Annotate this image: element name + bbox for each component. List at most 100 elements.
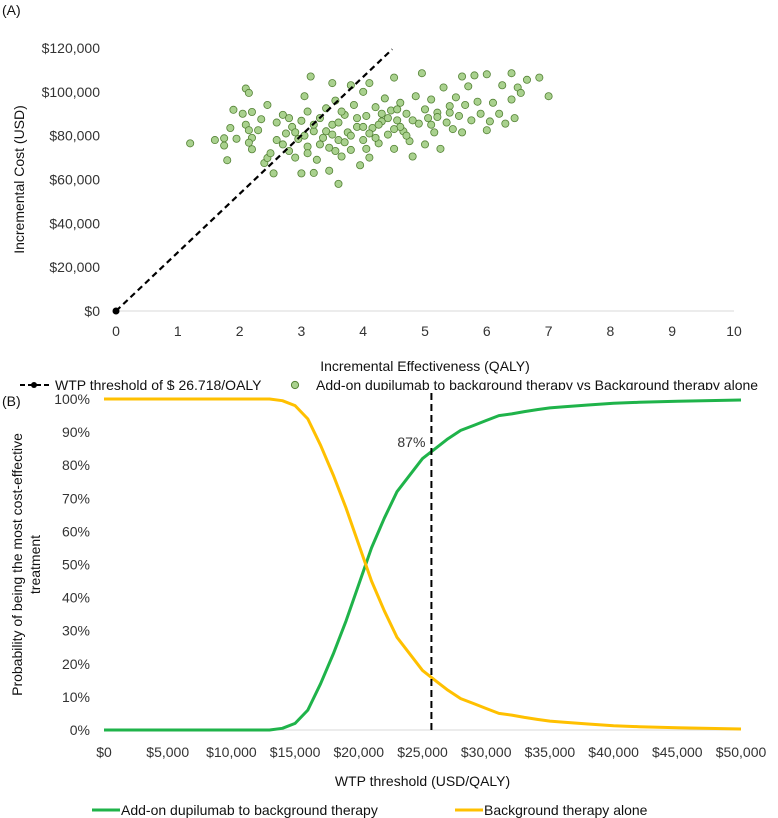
scatter-point [439,83,448,92]
scatter-chart: (A) 0 1 2 3 4 5 6 7 8 9 10 $0 $20,000 $40,000 $60,000 $8… [2,2,758,390]
scatter-point [319,133,328,142]
scatter-point [353,114,362,123]
acceptability-curve-chart: (B) $0 $5,000 $10,000 $15,000 $20,000 $25,000 $… [2,391,767,818]
scatter-point [334,118,343,127]
scatter-point [427,95,436,104]
scatter-point [325,143,334,152]
scatter-point [454,111,463,120]
scatter-point [278,110,287,119]
scatter-point [535,73,544,82]
scatter-point [448,125,457,134]
scatter-point [371,103,380,112]
scatter-point [300,92,309,101]
x-tick-label: $20,000 [333,744,384,760]
y-tick-label: 90% [62,424,90,440]
y-tick-label: $120,000 [42,40,101,56]
scatter-point [390,125,399,134]
scatter-point [226,123,235,132]
scatter-point [285,114,294,123]
x-tick-label: $10,000 [206,744,257,760]
scatter-point [356,161,365,170]
scatter-point [482,70,491,79]
panel-label: (A) [2,2,21,18]
scatter-point [445,108,454,117]
x-tick-label: 10 [726,323,742,339]
y-tick-label: 80% [62,457,90,473]
x-tick-label: 2 [236,323,244,339]
scatter-point [220,134,229,143]
scatter-point [359,136,368,145]
scatter-point [501,119,510,128]
scatter-point [281,129,290,138]
scatter-point [346,131,355,140]
scatter-point [445,102,454,111]
scatter-point [371,133,380,142]
scatter-point [278,140,287,149]
scatter-point [498,81,507,90]
scatter-point [325,166,334,175]
scatter-point [306,72,315,81]
scatter-point [303,142,312,151]
legend-label-1: Background therapy alone [484,802,648,818]
x-tick-label: $5,000 [146,744,189,760]
x-tick-label: 4 [359,323,367,339]
x-tick-label: 7 [545,323,553,339]
x-tick-label: 9 [668,323,676,339]
scatter-point [263,100,272,109]
y-tick-label: 70% [62,490,90,506]
scatter-point [424,114,433,123]
scatter-point [328,130,337,139]
y-tick-label: 20% [62,656,90,672]
scatter-point [334,179,343,188]
x-tick-label: $50,000 [716,744,767,760]
y-tick-label: 50% [62,557,90,573]
scatter-point [362,111,371,120]
scatter-point [467,116,476,125]
legend-threshold-marker [31,382,37,388]
scatter-point [473,97,482,106]
wtp-threshold-line [115,48,394,312]
scatter-point [411,92,420,101]
y-tick-label: 100% [54,391,90,407]
scatter-point [309,127,318,136]
scatter-point [297,116,306,125]
scatter-point [346,145,355,154]
scatter-point [340,138,349,147]
scatter-point [244,88,253,97]
scatter-point [380,94,389,103]
scatter-point [238,109,247,118]
scatter-point [328,79,337,88]
scatter-point [247,107,256,116]
scatter-point [458,72,467,81]
scatter-point [402,131,411,140]
scatter-point [383,114,392,123]
scatter-point [476,109,485,118]
scatter-point [303,107,312,116]
scatter-point [420,105,429,114]
x-axis-title: WTP threshold (USD/QALY) [335,773,510,789]
scatter-point [322,127,331,136]
series-line-1 [104,397,742,731]
scatter-point [337,152,346,161]
scatter-point [365,79,374,88]
series-line-0 [104,398,742,732]
scatter-point [232,134,241,143]
legend-scatter-swatch [290,380,300,390]
y-tick-label: 60% [62,523,90,539]
scatter-point [393,116,402,125]
scatter-point [433,113,442,122]
scatter-point [510,114,519,123]
x-tick-label: 3 [298,323,306,339]
scatter-point [488,98,497,107]
scatter-point [408,116,417,125]
scatter-point [210,136,219,145]
scatter-point [349,100,358,109]
y-tick-label: 0% [70,722,90,738]
scatter-point [495,109,504,118]
scatter-point [408,152,417,161]
y-tick-label: 40% [62,590,90,606]
scatter-point [186,139,195,148]
x-tick-label: $15,000 [270,744,321,760]
scatter-point [390,144,399,153]
scatter-point [337,107,346,116]
